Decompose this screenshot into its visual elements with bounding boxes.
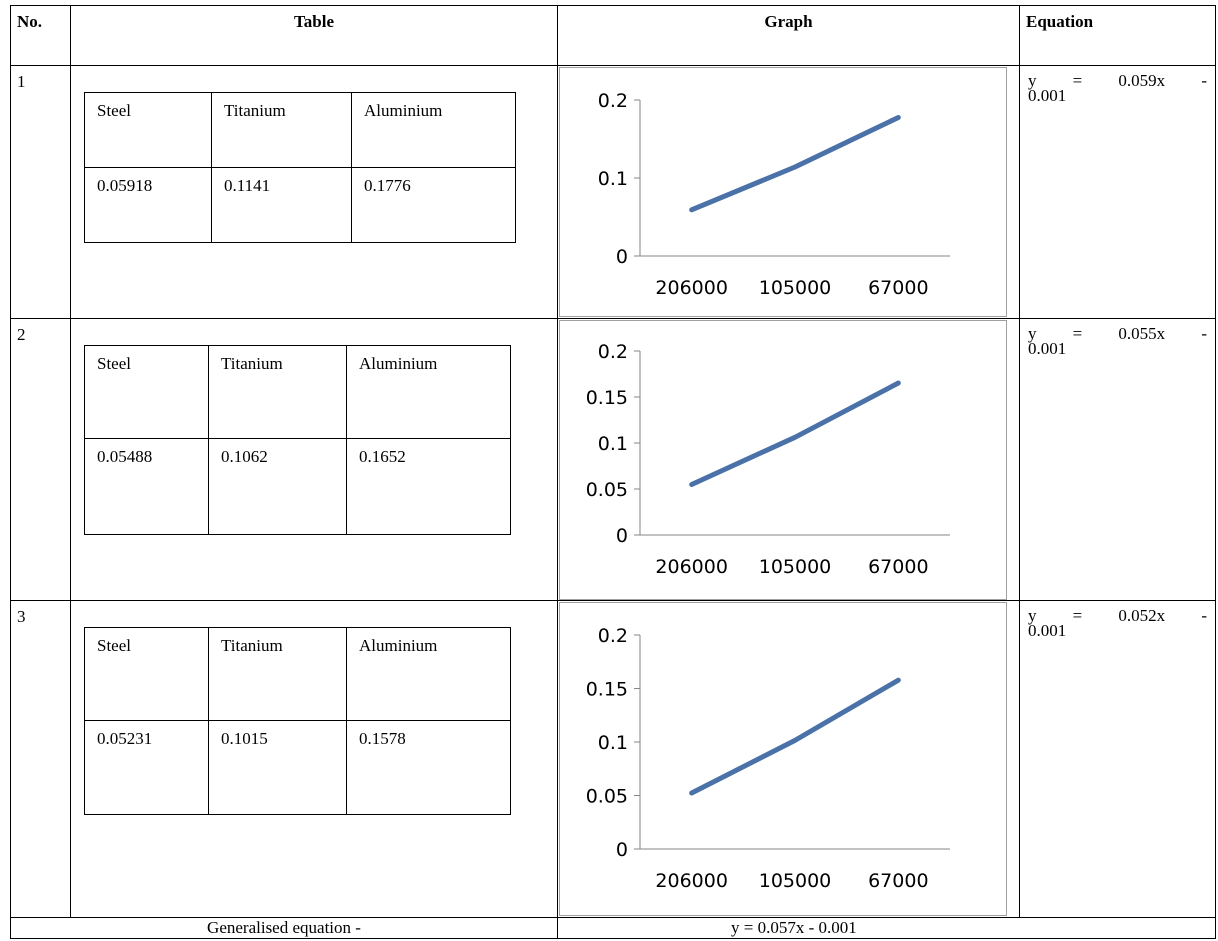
material-value: 0.1578	[346, 720, 511, 816]
x-tick-label: 206000	[655, 277, 728, 299]
eq-y: y	[1028, 323, 1037, 343]
equation-cell: y = 0.055x - 0.001	[1019, 317, 1216, 602]
graph-cell: 0 0.05 0.1 0.15 0.2 206000 105000 67000	[557, 317, 1020, 602]
material-table: Steel Titanium Aluminium 0.05918 0.1141 …	[84, 92, 516, 244]
table-cell: Steel Titanium Aluminium 0.05918 0.1141 …	[70, 65, 558, 319]
row-number: 2	[10, 317, 71, 602]
eq-minus: -	[1201, 606, 1207, 626]
row-number: 1	[10, 65, 71, 319]
header-equation: Equation	[1019, 4, 1216, 67]
material-value: 0.1776	[351, 167, 516, 244]
y-tick-label: 0.05	[586, 479, 628, 501]
y-tick-label: 0.2	[598, 625, 628, 647]
y-tick-label: 0.2	[598, 90, 628, 112]
eq-minus: -	[1201, 71, 1207, 91]
x-tick-label: 105000	[759, 277, 832, 299]
graph-cell: 0 0.1 0.2 206000 105000 67000	[557, 65, 1020, 319]
material-value: 0.05918	[84, 167, 212, 244]
line-chart: 0 0.05 0.1 0.15 0.2 206000 105000 67000	[586, 341, 950, 578]
series-line	[689, 115, 901, 213]
material-label: Titanium	[208, 344, 347, 439]
eq-constant: 0.001	[1028, 86, 1067, 106]
results-table: No. Table Graph Equation 1 Steel Titaniu…	[10, 4, 1216, 940]
table-row: 3 Steel Titanium Aluminium 0.05231 0.101…	[10, 600, 1216, 918]
material-label: Steel	[84, 92, 212, 169]
x-tick-label: 67000	[868, 556, 928, 578]
table-row: 2 Steel Titanium Aluminium 0.05488 0.106…	[10, 317, 1216, 602]
header-table: Table	[70, 4, 558, 67]
eq-rhs: 0.055x	[1118, 323, 1166, 343]
y-tick-label: 0.1	[598, 433, 628, 455]
line-chart: 0 0.05 0.1 0.15 0.2 206000 105000 67000	[586, 625, 950, 892]
y-tick-label: 0.05	[586, 786, 628, 808]
table-cell: Steel Titanium Aluminium 0.05231 0.1015 …	[70, 600, 558, 918]
x-tick-label: 105000	[759, 870, 832, 892]
chart-frame: 0 0.05 0.1 0.15 0.2 206000 105000 67000	[559, 602, 1007, 917]
y-tick-label: 0.15	[586, 387, 628, 409]
eq-y: y	[1028, 606, 1037, 626]
material-label: Steel	[84, 344, 209, 439]
material-label: Titanium	[211, 92, 352, 169]
material-value: 0.1141	[211, 167, 352, 244]
chart-frame: 0 0.05 0.1 0.15 0.2 206000 105000 67000	[559, 319, 1007, 600]
material-label: Titanium	[208, 627, 347, 722]
eq-equals: =	[1072, 323, 1083, 343]
material-label: Aluminium	[346, 627, 511, 722]
material-value: 0.05231	[84, 720, 209, 816]
x-tick-label: 67000	[868, 277, 928, 299]
generalised-label: Generalised equation -	[10, 916, 558, 940]
material-table: Steel Titanium Aluminium 0.05488 0.1062 …	[84, 344, 511, 535]
y-tick-label: 0	[616, 246, 628, 268]
x-tick-label: 67000	[868, 870, 928, 892]
material-table: Steel Titanium Aluminium 0.05231 0.1015 …	[84, 627, 511, 816]
equation-cell: y = 0.059x - 0.001	[1019, 65, 1216, 319]
chart-frame: 0 0.1 0.2 206000 105000 67000	[559, 67, 1007, 318]
header-row: No. Table Graph Equation	[10, 4, 1216, 67]
header-no: No.	[10, 4, 71, 67]
eq-rhs: 0.052x	[1118, 606, 1166, 626]
row-number: 3	[10, 600, 71, 918]
material-value: 0.1652	[346, 437, 511, 535]
y-tick-label: 0	[616, 525, 628, 547]
material-label: Aluminium	[346, 344, 511, 439]
graph-cell: 0 0.05 0.1 0.15 0.2 206000 105000 67000	[557, 600, 1020, 918]
eq-minus: -	[1201, 323, 1207, 343]
material-value: 0.1062	[208, 437, 347, 535]
eq-constant: 0.001	[1028, 338, 1067, 358]
x-tick-label: 206000	[655, 556, 728, 578]
equation-cell: y = 0.052x - 0.001	[1019, 600, 1216, 918]
y-tick-label: 0	[616, 839, 628, 861]
x-tick-label: 206000	[655, 870, 728, 892]
eq-rhs: 0.059x	[1118, 71, 1166, 91]
y-tick-label: 0.1	[598, 732, 628, 754]
table-cell: Steel Titanium Aluminium 0.05488 0.1062 …	[70, 317, 558, 602]
generalised-equation: y = 0.057x - 0.001	[557, 916, 1216, 940]
line-chart: 0 0.1 0.2 206000 105000 67000	[598, 90, 950, 299]
series-line	[689, 380, 901, 487]
eq-constant: 0.001	[1028, 621, 1067, 641]
y-tick-label: 0.1	[598, 168, 628, 190]
material-value: 0.1015	[208, 720, 347, 816]
y-tick-label: 0.2	[598, 341, 628, 363]
table-row: 1 Steel Titanium Aluminium 0.05918 0.114…	[10, 65, 1216, 319]
material-value: 0.05488	[84, 437, 209, 535]
header-graph: Graph	[557, 4, 1020, 67]
material-label: Aluminium	[351, 92, 516, 169]
eq-y: y	[1028, 71, 1037, 91]
eq-equals: =	[1072, 71, 1083, 91]
footer-row: Generalised equation - y = 0.057x - 0.00…	[10, 916, 1216, 940]
x-tick-label: 105000	[759, 556, 832, 578]
series-line	[689, 677, 901, 796]
y-tick-label: 0.15	[586, 679, 628, 701]
eq-equals: =	[1072, 606, 1083, 626]
material-label: Steel	[84, 627, 209, 722]
